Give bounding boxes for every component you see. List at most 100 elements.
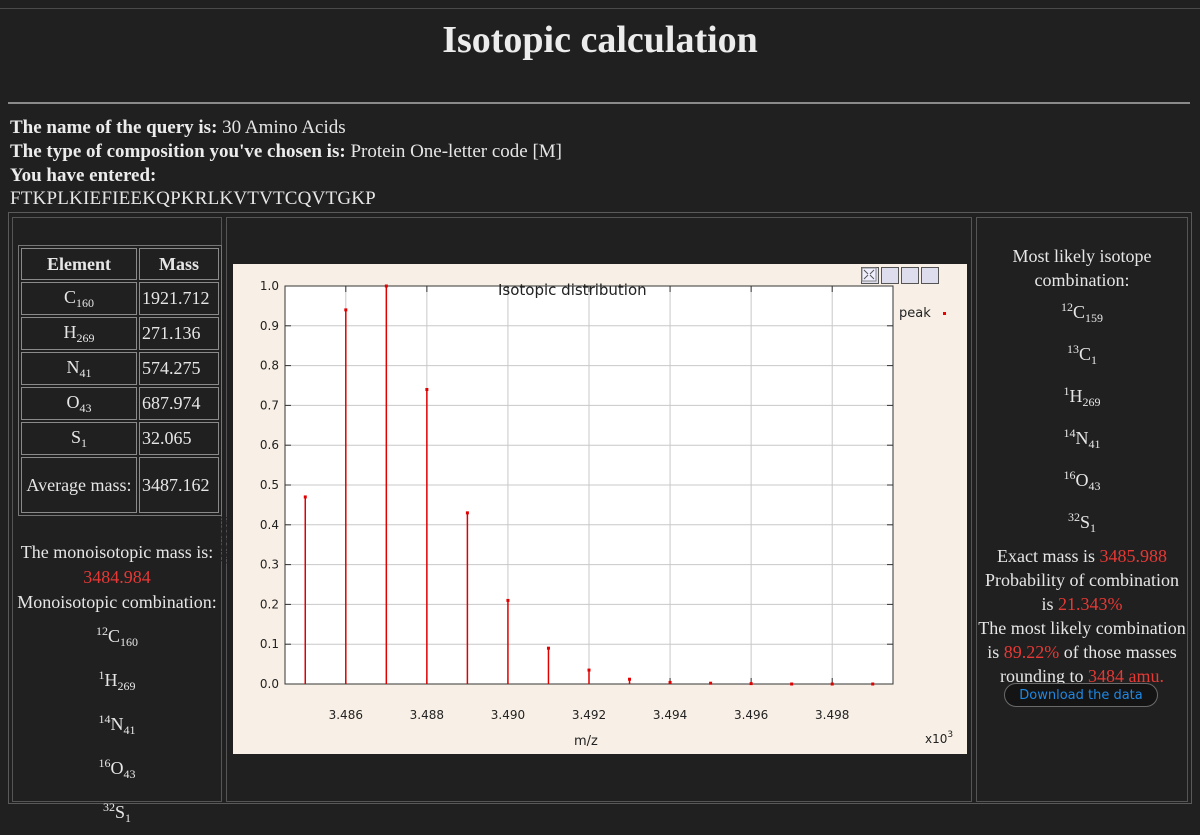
query-info: The name of the query is: 30 Amino Acids… <box>10 116 562 188</box>
element-cell: N41 <box>21 352 137 385</box>
mass-cell: 574.275 <box>139 352 219 385</box>
top-border <box>0 8 1200 9</box>
legend-marker <box>942 312 946 315</box>
monoisotopic-info: The monoisotopic mass is: 3484.984 Monoi… <box>14 540 220 835</box>
chart-svg: 0.0 0.1 0.2 0.3 0.4 0.5 0.6 0.7 0.8 0.9 1.0 3.486 3.… <box>260 279 894 722</box>
isotope-item: 16O43 <box>1063 468 1101 493</box>
y-tick-label: 0.7 <box>260 398 279 412</box>
x-axis-label: m/z <box>574 734 598 749</box>
x-tick-label: 3.494 <box>653 708 687 722</box>
isotope-item: 1H269 <box>1063 384 1101 409</box>
table-row: N41 574.275 <box>21 352 219 385</box>
isotope-item: 16O43 <box>98 756 136 781</box>
x-tick-label: 3.488 <box>410 708 444 722</box>
mass-cell: 271.136 <box>139 317 219 350</box>
element-cell: H269 <box>21 317 137 350</box>
x-tick-label: 3.496 <box>734 708 768 722</box>
table-row: Average mass: 3487.162 <box>21 457 219 513</box>
x-tick-label: 3.498 <box>815 708 849 722</box>
isotope-item: 12C159 <box>1060 300 1103 325</box>
peak-marker <box>425 387 429 391</box>
y-tick-label: 1.0 <box>260 279 279 293</box>
mass-cell: 32.065 <box>139 422 219 455</box>
y-tick-label: 0.1 <box>260 637 279 651</box>
y-tick-label: 0.8 <box>260 359 279 373</box>
reset-icon[interactable] <box>862 267 899 284</box>
chart-title: Isotopic distribution <box>498 281 647 299</box>
mass-header: Mass <box>139 248 219 280</box>
element-cell: S1 <box>21 422 137 455</box>
divider <box>8 102 1190 104</box>
peak-marker <box>384 284 388 288</box>
entered-label: You have entered: <box>10 165 157 186</box>
download-data-button[interactable]: Download the data <box>1004 683 1158 707</box>
peak-marker <box>587 668 591 672</box>
isotope-item: 1H269 <box>98 668 136 693</box>
peak-marker <box>668 680 672 684</box>
peak-marker <box>344 308 348 312</box>
most-likely-info: Most likely isotope combination: 12C159 … <box>978 244 1186 688</box>
peak-marker <box>303 495 307 499</box>
isotope-item: 13C1 <box>1066 342 1097 367</box>
isotope-item: 32S1 <box>102 800 131 825</box>
mono-combination-label: Monoisotopic combination: <box>17 592 217 612</box>
x-tick-label: 3.490 <box>491 708 525 722</box>
probability: Probability of combination is 21.343% <box>985 570 1179 614</box>
mono-mass-value: 3484.984 <box>83 567 151 587</box>
y-axis-label: Intensity <box>218 516 231 564</box>
isotope-item: 14N41 <box>1063 426 1101 451</box>
composition-label: The type of composition you've chosen is… <box>10 141 346 162</box>
mass-cell: 687.974 <box>139 387 219 420</box>
query-name: 30 Amino Acids <box>222 117 346 138</box>
x-tick-label: 3.486 <box>329 708 363 722</box>
isotope-item: 12C160 <box>95 624 138 649</box>
average-mass-value: 3487.162 <box>139 457 219 513</box>
chart-cell <box>226 217 972 802</box>
y-tick-label: 0.2 <box>260 597 279 611</box>
y-tick-label: 0.4 <box>260 518 279 532</box>
sequence: FTKPLKIEFIEEKQPKRLKVTVTCQVTGKP <box>10 188 376 209</box>
x-axis-scale: x103 <box>925 730 954 746</box>
peak-marker <box>830 682 834 686</box>
table-row: C160 1921.712 <box>21 282 219 315</box>
right-cell <box>976 217 1188 802</box>
mono-mass-label: The monoisotopic mass is: <box>20 542 214 562</box>
y-tick-label: 0.5 <box>260 478 279 492</box>
peak-marker <box>628 677 632 681</box>
x-tick-label: 3.492 <box>572 708 606 722</box>
table-row: S1 32.065 <box>21 422 219 455</box>
chart-legend: peak <box>899 306 946 321</box>
peak-marker <box>506 598 510 602</box>
peak-marker <box>749 682 753 686</box>
composition-type: Protein One-letter code [M] <box>350 141 562 162</box>
y-tick-label: 0.9 <box>260 319 279 333</box>
isotope-item: 14N41 <box>98 712 136 737</box>
table-row: H269 271.136 <box>21 317 219 350</box>
element-cell: C160 <box>21 282 137 315</box>
page-title: Isotopic calculation <box>442 19 758 61</box>
y-tick-label: 0.3 <box>260 558 279 572</box>
isotopic-distribution-chart[interactable]: 0.0 0.1 0.2 0.3 0.4 0.5 0.6 0.7 0.8 0.9 1.0 3.486 3.… <box>218 264 967 754</box>
most-likely-heading: Most likely isotope combination: <box>1012 246 1152 290</box>
peak-marker <box>546 646 550 650</box>
fullscreen-icon[interactable] <box>861 267 939 284</box>
most-likely-percentage: The most likely combination is 89.22% of… <box>978 618 1186 686</box>
element-mass-table: Element Mass C160 1921.712 H269 271.136 … <box>18 245 222 516</box>
table-row: O43 687.974 <box>21 387 219 420</box>
mass-cell: 1921.712 <box>139 282 219 315</box>
isotope-item: 32S1 <box>1067 510 1096 535</box>
peak-marker <box>709 681 713 685</box>
results-table <box>8 212 1192 804</box>
element-header: Element <box>21 248 137 280</box>
y-tick-label: 0.6 <box>260 438 279 452</box>
exact-mass: Exact mass is 3485.988 <box>997 546 1167 566</box>
peak-marker <box>790 682 794 686</box>
element-cell: O43 <box>21 387 137 420</box>
y-tick-label: 0.0 <box>260 677 279 691</box>
average-mass-label: Average mass: <box>21 457 137 513</box>
peak-marker-icon[interactable] <box>862 267 919 284</box>
peak-marker <box>871 682 875 686</box>
query-name-label: The name of the query is: <box>10 117 218 138</box>
peak-marker <box>465 511 469 515</box>
chart-toolbar <box>861 267 939 284</box>
